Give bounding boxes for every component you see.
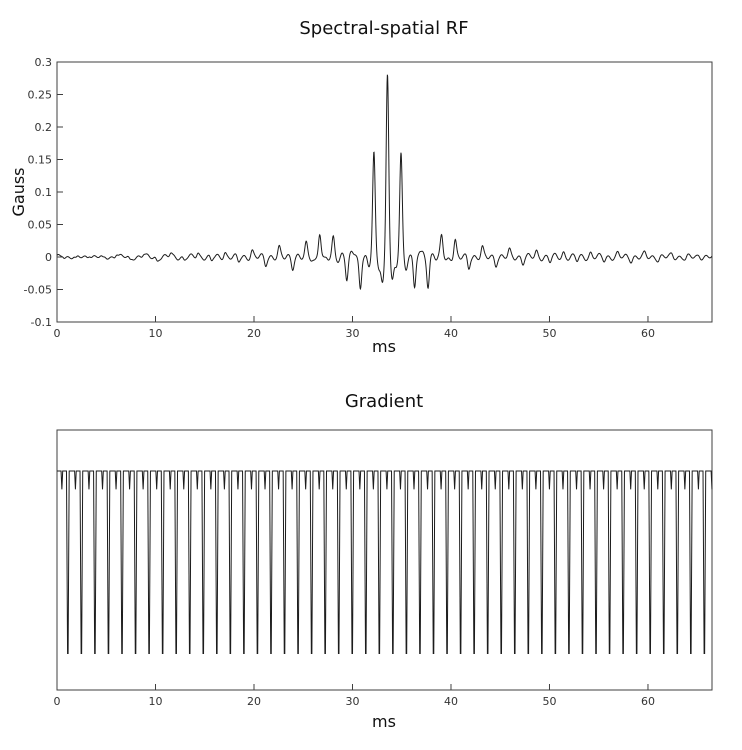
x-tick-label: 30 bbox=[345, 327, 359, 340]
y-tick-label: 0.15 bbox=[28, 154, 53, 167]
x-tick-label: 60 bbox=[641, 695, 655, 708]
y-tick-label: 0 bbox=[45, 251, 52, 264]
y-tick-label: 0.3 bbox=[35, 56, 53, 69]
rf-chart-title: Spectral-spatial RF bbox=[299, 18, 468, 39]
x-tick-label: 10 bbox=[148, 695, 162, 708]
x-tick-label: 0 bbox=[54, 327, 61, 340]
gradient-waveform bbox=[57, 470, 713, 655]
x-tick-label: 0 bbox=[54, 695, 61, 708]
y-tick-label: -0.1 bbox=[31, 316, 52, 329]
gradient-chart-title: Gradient bbox=[345, 391, 423, 412]
x-tick-label: 40 bbox=[444, 695, 458, 708]
y-tick-label: 0.2 bbox=[35, 121, 53, 134]
x-tick-label: 30 bbox=[345, 695, 359, 708]
y-tick-label: -0.05 bbox=[24, 284, 52, 297]
rf-chart: Spectral-spatial RF Gauss 0 10 20 30 40 50 600… bbox=[9, 18, 713, 356]
x-tick-label: 20 bbox=[247, 695, 261, 708]
x-tick-label: 60 bbox=[641, 327, 655, 340]
x-tick-label: 50 bbox=[542, 327, 556, 340]
rf-ylabel: Gauss bbox=[9, 167, 28, 216]
rf-waveform bbox=[56, 74, 713, 291]
x-tick-label: 50 bbox=[542, 695, 556, 708]
gradient-axes-box bbox=[56, 429, 713, 691]
y-tick-label: 0.25 bbox=[28, 89, 53, 102]
y-tick-label: 0.05 bbox=[28, 219, 53, 232]
gradient-axis-ticks: 0 10 20 30 40 50 60 bbox=[54, 684, 655, 708]
rf-xlabel: ms bbox=[372, 337, 396, 356]
rf-axis-ticks: 0 10 20 30 40 50 60 0.3 0.25 0.2 0.15 0.1 0.05 0 -0.05… bbox=[24, 56, 655, 340]
gradient-xlabel: ms bbox=[372, 712, 396, 731]
gradient-chart: Gradient 0 10 20 30 40 50 60 ms bbox=[54, 391, 713, 731]
y-tick-label: 0.1 bbox=[35, 186, 53, 199]
x-tick-label: 20 bbox=[247, 327, 261, 340]
x-tick-label: 40 bbox=[444, 327, 458, 340]
x-tick-label: 10 bbox=[148, 327, 162, 340]
rf-axes-box bbox=[56, 61, 713, 323]
